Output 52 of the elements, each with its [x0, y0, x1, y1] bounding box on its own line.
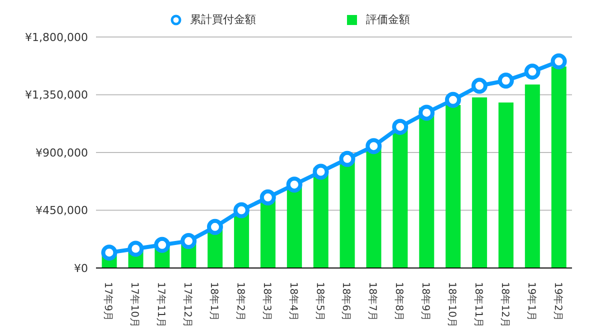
bar: [286, 184, 302, 268]
x-tick-label: 18年4月: [287, 282, 300, 322]
point: [154, 236, 170, 253]
point: [180, 233, 197, 250]
x-tick-label: 18年9月: [420, 282, 432, 322]
bar: [446, 105, 461, 268]
point: [101, 244, 118, 261]
point: [128, 240, 144, 257]
bar: [524, 84, 540, 268]
x-tick-label: 18年12月: [498, 282, 511, 328]
point: [392, 118, 408, 135]
point: [418, 104, 435, 121]
point: [445, 92, 461, 108]
legend-label: 評価金額: [365, 12, 410, 27]
x-tick-label: 18年5月: [314, 282, 326, 322]
y-tick-label: ¥0: [74, 262, 88, 275]
bar: [472, 97, 488, 268]
point: [524, 64, 540, 80]
x-tick-label: 19年1月: [525, 282, 538, 322]
point: [286, 176, 302, 193]
point: [498, 72, 514, 89]
y-tick-label: ¥1,800,000: [25, 30, 88, 44]
y-tick-label: ¥1,350,000: [25, 88, 88, 102]
point: [550, 53, 567, 70]
point: [366, 138, 382, 154]
x-tick-label: 18年6月: [340, 282, 352, 322]
bar: [551, 66, 566, 268]
x-tick-label: 18年11月: [472, 282, 484, 328]
x-tick-label: 18年1月: [208, 282, 220, 322]
x-tick-label: 17年9月: [102, 282, 114, 322]
bar: [498, 102, 514, 268]
x-tick-label: 18年2月: [234, 282, 246, 322]
x-tick-label: 17年12月: [182, 282, 194, 328]
y-tick-label: ¥900,000: [36, 146, 88, 160]
legend-label: 累計買付金額: [189, 12, 256, 27]
y-tick-label: ¥450,000: [36, 204, 88, 218]
point: [260, 189, 276, 206]
x-tick-label: 18年8月: [393, 282, 406, 322]
x-tick-label: 19年2月: [552, 282, 564, 322]
point: [471, 78, 488, 94]
point: [207, 218, 223, 235]
point: [339, 150, 356, 167]
bar: [419, 108, 434, 268]
x-tick-label: 17年11月: [155, 282, 168, 328]
x-tick-label: 18年7月: [366, 282, 379, 322]
point: [312, 164, 329, 180]
bar: [234, 212, 250, 268]
point: [233, 202, 250, 218]
x-tick-label: 18年10月: [446, 282, 458, 328]
bar: [260, 200, 276, 268]
x-tick-label: 18年3月: [260, 282, 273, 322]
x-tick-label: 17年10月: [128, 282, 141, 328]
